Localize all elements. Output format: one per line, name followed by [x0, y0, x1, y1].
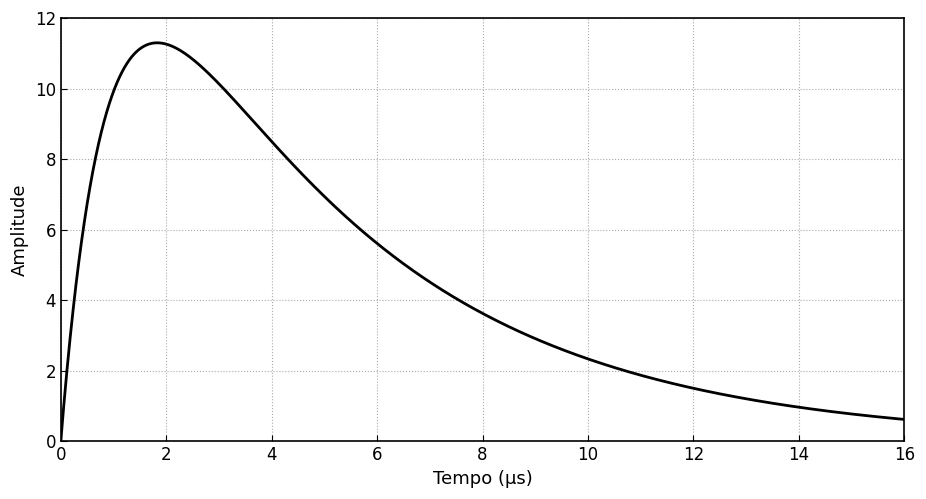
X-axis label: Tempo (μs): Tempo (μs): [432, 470, 532, 488]
Y-axis label: Amplitude: Amplitude: [11, 184, 29, 276]
